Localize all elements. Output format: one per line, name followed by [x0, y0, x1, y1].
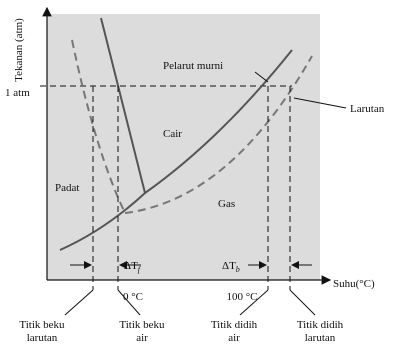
delta-symbol: ΔT — [222, 260, 236, 272]
temp-label: 100 °C — [227, 291, 258, 303]
solution-vapor — [124, 55, 313, 214]
delta-symbol: ΔT — [124, 260, 138, 272]
point-label: air — [136, 332, 148, 344]
curve-label: Larutan — [350, 103, 385, 115]
delta-subscript: f — [138, 265, 142, 274]
melting-line — [100, 17, 146, 194]
region-label: Gas — [218, 198, 235, 210]
point-label: Titik didih — [211, 319, 258, 331]
solution-melting — [71, 39, 126, 214]
delta-tb: ΔTb — [222, 260, 240, 274]
vapor-curve — [59, 49, 293, 251]
point-label: Titik beku — [119, 319, 165, 331]
verticals — [92, 86, 291, 290]
delta-tf: ΔTf — [124, 260, 142, 274]
region-label: Cair — [163, 128, 182, 140]
pressure-label: 1 atm — [5, 87, 30, 99]
temp-label: 0 °C — [123, 291, 143, 303]
point-label: larutan — [305, 332, 336, 344]
point-label: air — [228, 332, 240, 344]
solution-curves — [71, 39, 313, 214]
point-label: larutan — [27, 332, 58, 344]
delta-subscript: b — [236, 265, 240, 274]
point-label: Titik beku — [19, 319, 65, 331]
plot-area — [47, 14, 320, 280]
x-axis-label: Suhu(°C) — [333, 278, 375, 290]
pure-curves — [59, 17, 293, 251]
y-axis-label: Tekanan (atm) — [13, 18, 25, 82]
point-leaders — [64, 289, 316, 316]
point-label: Titik didih — [297, 319, 344, 331]
region-label: Padat — [55, 182, 79, 194]
leader — [293, 97, 347, 109]
curve-label: Pelarut murni — [163, 60, 223, 72]
leader — [254, 71, 269, 83]
